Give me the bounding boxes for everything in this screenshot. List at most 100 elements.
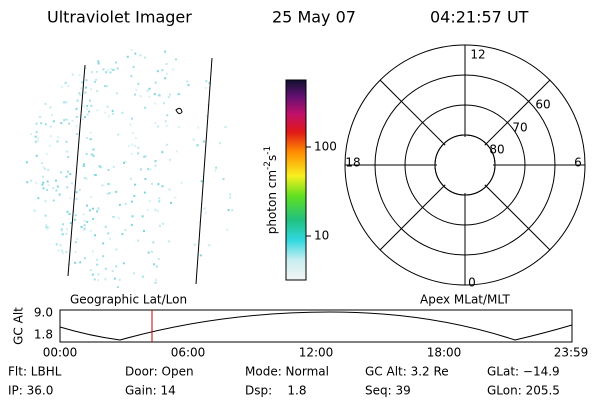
- speckle: [135, 89, 138, 91]
- info-field: Mode: Normal: [245, 365, 329, 379]
- speckle: [127, 145, 130, 148]
- speckle: [218, 142, 221, 145]
- speckle: [93, 278, 96, 281]
- speckle: [169, 93, 171, 96]
- speckle: [59, 244, 62, 247]
- speckle: [45, 224, 48, 226]
- speckle: [154, 281, 157, 284]
- speckle: [154, 208, 157, 211]
- speckle: [91, 153, 94, 156]
- speckle: [88, 209, 91, 212]
- colorbar-label: photon cm-2s-1: [263, 146, 279, 235]
- x-tick-label: 06:00: [171, 346, 206, 360]
- speckle: [205, 80, 208, 83]
- info-field: Door: Open: [125, 365, 194, 379]
- speckle: [60, 171, 63, 174]
- speckle: [85, 177, 88, 180]
- speckle: [116, 286, 119, 289]
- speckle: [46, 227, 49, 230]
- speckle: [73, 218, 76, 221]
- contour: [175, 107, 183, 115]
- speckle: [84, 116, 86, 118]
- speckle: [30, 179, 33, 182]
- speckle: [153, 93, 156, 96]
- speckle: [94, 174, 97, 176]
- speckle: [44, 167, 47, 170]
- lat-label: 80: [489, 143, 504, 157]
- speckle: [70, 182, 73, 185]
- speckle: [45, 123, 47, 126]
- speckle: [85, 79, 88, 82]
- speckle: [61, 85, 64, 88]
- speckle: [121, 233, 124, 236]
- speckle: [139, 168, 142, 171]
- speckle: [134, 183, 136, 186]
- polar-grid: 12 18 6 0 60 70 80: [344, 44, 586, 290]
- speckle: [90, 229, 92, 232]
- altitude-curve: [59, 311, 573, 341]
- speckle: [97, 273, 100, 276]
- speckle: [106, 69, 109, 72]
- uv-image: [25, 49, 234, 289]
- speckle: [85, 86, 88, 89]
- lat-label: 70: [512, 121, 527, 135]
- colorbar-tick-label: 100: [314, 140, 337, 154]
- speckle: [52, 120, 55, 123]
- speckle: [69, 197, 72, 200]
- speckle: [202, 140, 205, 143]
- speckle: [203, 207, 206, 210]
- speckle: [63, 101, 66, 104]
- speckle: [44, 200, 47, 203]
- speckle: [124, 160, 127, 163]
- speckle: [118, 203, 121, 206]
- plot-title: Geographic Lat/Lon: [70, 293, 187, 307]
- plot-frame: [59, 309, 573, 343]
- speckle: [60, 122, 63, 125]
- speckle: [74, 261, 77, 264]
- speckle: [208, 244, 211, 247]
- speckle: [80, 226, 83, 228]
- speckle: [130, 117, 133, 120]
- info-field: GC Alt: 3.2 Re: [365, 365, 449, 379]
- speckle: [137, 146, 140, 149]
- speckle: [147, 168, 150, 171]
- speckle: [117, 217, 120, 220]
- speckle: [229, 196, 232, 199]
- speckle: [37, 197, 40, 200]
- speckle: [224, 126, 227, 128]
- speckle: [130, 223, 133, 226]
- speckle: [78, 74, 81, 77]
- speckle: [155, 279, 158, 281]
- speckle: [167, 96, 170, 99]
- instrument: Ultraviolet Imager: [47, 8, 192, 27]
- speckle: [152, 241, 155, 244]
- speckle: [82, 118, 85, 120]
- speckle: [90, 88, 92, 91]
- speckle: [113, 277, 116, 280]
- speckle: [192, 138, 195, 141]
- speckle: [168, 188, 171, 191]
- speckle: [92, 217, 95, 220]
- speckle: [83, 163, 85, 166]
- speckle: [121, 112, 124, 114]
- speckle: [137, 152, 140, 155]
- lat-label: 60: [535, 98, 550, 112]
- speckle: [34, 140, 37, 143]
- speckle: [154, 102, 157, 105]
- colorbar-tick-label: 10: [314, 229, 329, 243]
- meridian-line: [67, 64, 86, 277]
- speckle: [75, 198, 78, 200]
- speckle: [193, 243, 196, 246]
- speckle: [187, 84, 190, 87]
- speckle: [115, 265, 118, 268]
- speckle: [92, 154, 95, 157]
- speckle: [94, 234, 96, 237]
- speckle: [144, 56, 146, 59]
- speckle: [90, 104, 93, 107]
- speckle: [71, 73, 74, 76]
- speckle: [174, 196, 177, 199]
- speckle: [65, 232, 68, 235]
- speckle: [74, 250, 77, 253]
- speckle: [115, 61, 118, 64]
- speckle: [46, 189, 49, 191]
